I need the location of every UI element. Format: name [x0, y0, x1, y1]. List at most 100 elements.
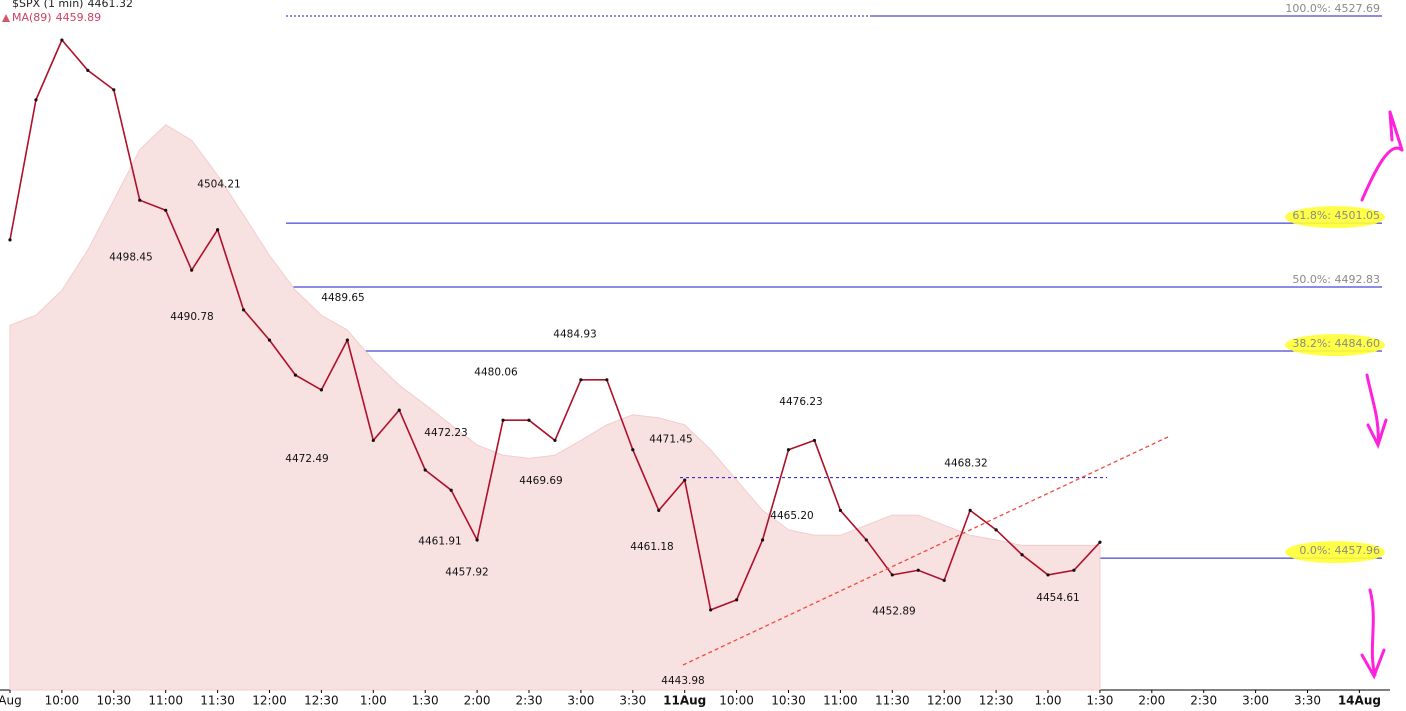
legend-ma: MA(89) 4459.89 [12, 11, 101, 24]
x-tick-label: 3:00 [1242, 694, 1269, 708]
price-label: 4461.18 [630, 541, 673, 553]
x-tick-label: 10:30 [97, 694, 132, 708]
price-point [709, 608, 713, 612]
price-point [8, 238, 12, 242]
fib-label: 61.8%: 4501.05 [1292, 209, 1380, 222]
price-label: 4468.32 [944, 458, 987, 470]
x-tick-label: 14Aug [1338, 694, 1381, 708]
price-point [397, 408, 401, 412]
x-tick-label: 11:00 [823, 694, 858, 708]
price-point [449, 488, 453, 492]
x-tick-label: 11:00 [148, 694, 183, 708]
legend-icon [2, 14, 10, 22]
price-point [293, 373, 298, 377]
price-label: 4490.78 [170, 311, 213, 323]
price-point [553, 438, 557, 443]
legend-value: 4461.32 [87, 0, 133, 10]
price-point [216, 228, 220, 232]
legend-name: MA(89) [12, 11, 52, 24]
price-point [683, 478, 687, 482]
price-point [786, 448, 791, 452]
x-tick-label: 2:00 [464, 694, 491, 708]
legend-name: $SPX (1 min) [12, 0, 83, 10]
price-point [371, 438, 375, 443]
price-point [60, 38, 64, 42]
x-tick-label: 10:00 [45, 694, 80, 708]
x-tick-label: 11:30 [200, 694, 235, 708]
down-arrow [1365, 373, 1388, 449]
price-label: 4480.06 [474, 366, 518, 378]
price-point [34, 98, 38, 102]
x-tick-label: 10:00 [719, 694, 754, 708]
plot-area: 100.0%: 4527.69 61.8%: 4501.05 50.0%: 4492… [0, 2, 1390, 691]
legend-price: $SPX (1 min) 4461.32 [12, 0, 133, 10]
x-tick-label: 10:30 [771, 694, 806, 708]
price-label: 4443.98 [661, 675, 704, 687]
ma-area [9, 124, 1101, 691]
up-arrow [1360, 110, 1404, 202]
price-label: 4452.89 [872, 606, 915, 618]
price-point [501, 418, 505, 422]
price-point [968, 508, 972, 513]
fib-label: 100.0%: 4527.69 [1285, 2, 1380, 15]
price-label: 4465.20 [770, 510, 813, 522]
price-point [190, 268, 194, 272]
price-point [1046, 573, 1050, 577]
price-point [319, 388, 323, 392]
price-point [735, 598, 739, 602]
x-tick-label: 1:00 [1035, 694, 1062, 708]
price-point [112, 88, 116, 92]
price-point [605, 378, 609, 382]
x-tick-label: 1:30 [1086, 694, 1113, 708]
x-tick-label: 11Aug [663, 694, 706, 708]
price-label: 4472.49 [285, 453, 328, 465]
price-point [916, 568, 920, 572]
x-tick-label: 1:30 [412, 694, 439, 708]
price-point [579, 378, 583, 382]
price-point [657, 508, 661, 513]
price-label: 4498.45 [109, 251, 152, 263]
x-tick-label: 12:30 [979, 694, 1014, 708]
highlight [1285, 206, 1385, 229]
price-label: 4471.45 [649, 433, 692, 445]
x-tick-label: 11:30 [875, 694, 910, 708]
x-tick-label: 12:00 [252, 694, 287, 708]
price-point [1072, 568, 1076, 572]
legend-value: 4459.89 [56, 11, 102, 24]
price-label: 4484.93 [553, 328, 596, 340]
price-point [942, 578, 946, 582]
price-label: 4472.23 [424, 427, 467, 439]
price-point [994, 528, 998, 532]
x-tick-label: 3:30 [619, 694, 646, 708]
price-label: 4461.91 [418, 535, 461, 547]
price-label: 4489.65 [321, 292, 364, 304]
x-tick-label: 3:30 [1294, 694, 1321, 708]
price-point [864, 538, 868, 542]
x-tick-label: 2:00 [1138, 694, 1165, 708]
down-arrow [1360, 588, 1386, 680]
price-label: 4469.69 [519, 475, 562, 487]
x-tick-label: 1:00 [360, 694, 387, 708]
fib-label: 50.0%: 4492.83 [1292, 273, 1380, 286]
price-point [527, 418, 531, 422]
price-label: 4476.23 [779, 396, 822, 408]
highlight [1285, 334, 1385, 357]
x-tick-label: 12:30 [304, 694, 339, 708]
arrows [1360, 110, 1404, 680]
price-point [86, 68, 90, 72]
price-point [760, 538, 765, 542]
price-point [838, 508, 843, 513]
x-tick-label: Aug [0, 694, 22, 708]
price-point [345, 338, 349, 342]
x-tick-label: 2:30 [1190, 694, 1217, 708]
trend-line [682, 435, 1171, 666]
price-point [164, 208, 168, 212]
price-point [631, 448, 635, 452]
highlight [1285, 541, 1385, 564]
x-tick-label: 3:00 [567, 694, 594, 708]
price-point [267, 338, 272, 342]
price-point [423, 468, 427, 472]
fib-label: 0.0%: 4457.96 [1299, 544, 1380, 557]
price-point [241, 308, 246, 312]
